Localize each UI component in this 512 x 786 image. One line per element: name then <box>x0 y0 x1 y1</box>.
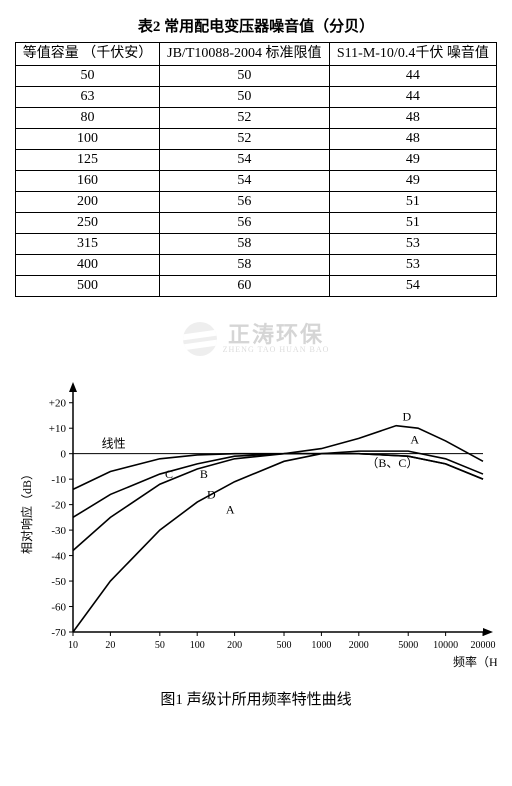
table-cell: 125 <box>16 149 160 170</box>
table-cell: 48 <box>329 107 496 128</box>
svg-text:20000: 20000 <box>471 640 496 651</box>
table-cell: 500 <box>16 275 160 296</box>
table-cell: 80 <box>16 107 160 128</box>
table-row: 505044 <box>16 65 497 86</box>
table-row: 635044 <box>16 86 497 107</box>
svg-text:+10: +10 <box>49 423 67 435</box>
noise-table: 等值容量 （千伏安） JB/T10088-2004 标准限值 S11-M-10/… <box>15 42 497 297</box>
svg-text:50: 50 <box>155 640 165 651</box>
svg-text:100: 100 <box>190 640 205 651</box>
svg-text:2000: 2000 <box>349 640 369 651</box>
svg-text:A: A <box>410 432 419 446</box>
svg-text:-40: -40 <box>51 550 66 562</box>
svg-text:（B、C）: （B、C） <box>366 455 418 469</box>
watermark-main: 正涛环保 <box>223 324 330 346</box>
svg-text:-10: -10 <box>51 474 66 486</box>
table-row: 5006054 <box>16 275 497 296</box>
table-cell: 48 <box>329 128 496 149</box>
col-header-2: S11-M-10/0.4千伏 噪音值 <box>334 45 492 63</box>
table-cell: 58 <box>159 233 329 254</box>
table-row: 1255449 <box>16 149 497 170</box>
table-cell: 53 <box>329 233 496 254</box>
table-cell: 44 <box>329 86 496 107</box>
table-row: 4005853 <box>16 254 497 275</box>
svg-text:C: C <box>165 467 173 481</box>
table-cell: 56 <box>159 191 329 212</box>
svg-text:10000: 10000 <box>433 640 458 651</box>
table-cell: 58 <box>159 254 329 275</box>
svg-text:线性: 线性 <box>102 436 126 450</box>
svg-text:B: B <box>200 467 208 481</box>
table-cell: 49 <box>329 149 496 170</box>
table-cell: 160 <box>16 170 160 191</box>
svg-text:1000: 1000 <box>311 640 331 651</box>
svg-text:-70: -70 <box>51 627 66 639</box>
svg-text:-20: -20 <box>51 499 66 511</box>
col-header-0: 等值容量 （千伏安） <box>20 45 155 63</box>
table-cell: 100 <box>16 128 160 149</box>
svg-text:200: 200 <box>227 640 242 651</box>
table-cell: 56 <box>159 212 329 233</box>
svg-text:-60: -60 <box>51 601 66 613</box>
table-cell: 51 <box>329 212 496 233</box>
svg-text:0: 0 <box>61 448 67 460</box>
table-cell: 54 <box>329 275 496 296</box>
table-row: 1605449 <box>16 170 497 191</box>
table-cell: 52 <box>159 107 329 128</box>
table-row: 805248 <box>16 107 497 128</box>
svg-text:10: 10 <box>68 640 78 651</box>
table-cell: 54 <box>159 149 329 170</box>
table-cell: 50 <box>159 86 329 107</box>
svg-text:500: 500 <box>277 640 292 651</box>
table-cell: 200 <box>16 191 160 212</box>
table-cell: 250 <box>16 212 160 233</box>
frequency-response-chart: -70 -60 -50 -40 -30 -20 -10 0 +10 +20 10 20 50 100 200… <box>15 380 497 680</box>
table-cell: 315 <box>16 233 160 254</box>
table-row: 2505651 <box>16 212 497 233</box>
table-cell: 60 <box>159 275 329 296</box>
table-cell: 51 <box>329 191 496 212</box>
table-cell: 52 <box>159 128 329 149</box>
table-row: 3155853 <box>16 233 497 254</box>
svg-text:A: A <box>226 502 235 516</box>
table-cell: 50 <box>159 65 329 86</box>
watermark-sub: ZHENG TAO HUAN BAO <box>223 346 330 354</box>
table-row: 2005651 <box>16 191 497 212</box>
table-cell: 63 <box>16 86 160 107</box>
table-header-row: 等值容量 （千伏安） JB/T10088-2004 标准限值 S11-M-10/… <box>16 43 497 66</box>
table-cell: 50 <box>16 65 160 86</box>
figure-title: 图1 声级计所用频率特性曲线 <box>15 688 497 709</box>
svg-text:-30: -30 <box>51 525 66 537</box>
svg-text:20: 20 <box>105 640 115 651</box>
table-row: 1005248 <box>16 128 497 149</box>
svg-text:相对响应（dB）: 相对响应（dB） <box>19 467 34 553</box>
svg-text:D: D <box>403 409 412 423</box>
watermark-logo: 正涛环保 ZHENG TAO HUAN BAO <box>15 322 497 362</box>
svg-text:D: D <box>207 487 216 501</box>
svg-text:5000: 5000 <box>398 640 418 651</box>
svg-text:频率（Hz）: 频率（Hz） <box>453 654 497 669</box>
col-header-1: JB/T10088-2004 标准限值 <box>164 45 325 63</box>
svg-text:+20: +20 <box>49 397 67 409</box>
table-cell: 44 <box>329 65 496 86</box>
table-cell: 53 <box>329 254 496 275</box>
svg-text:-50: -50 <box>51 576 66 588</box>
table-cell: 54 <box>159 170 329 191</box>
table-cell: 400 <box>16 254 160 275</box>
table-cell: 49 <box>329 170 496 191</box>
table-title: 表2 常用配电变压器噪音值（分贝） <box>15 15 497 36</box>
